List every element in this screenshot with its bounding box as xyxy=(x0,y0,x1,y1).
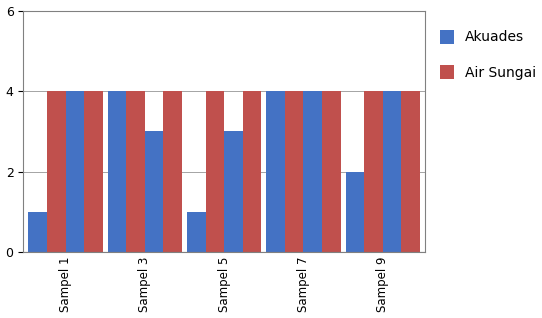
Bar xyxy=(364,91,383,252)
Bar xyxy=(285,91,304,252)
Bar xyxy=(145,131,163,252)
Bar xyxy=(224,131,243,252)
Bar xyxy=(108,91,126,252)
Bar xyxy=(243,91,261,252)
Bar xyxy=(205,91,224,252)
Bar xyxy=(163,91,182,252)
Bar xyxy=(28,212,47,252)
Bar xyxy=(266,91,285,252)
Bar xyxy=(322,91,340,252)
Bar xyxy=(304,91,322,252)
Bar xyxy=(346,172,364,252)
Bar xyxy=(84,91,102,252)
Bar xyxy=(383,91,401,252)
Legend: Akuades, Air Sungai: Akuades, Air Sungai xyxy=(440,30,536,80)
Bar xyxy=(401,91,420,252)
Bar xyxy=(187,212,205,252)
Bar xyxy=(126,91,145,252)
Bar xyxy=(66,91,84,252)
Bar xyxy=(47,91,66,252)
